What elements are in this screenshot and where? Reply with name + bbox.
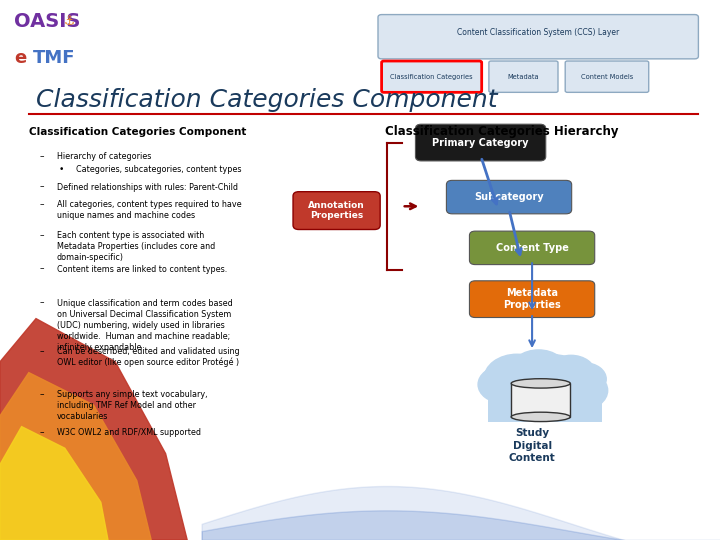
Ellipse shape [511, 379, 570, 388]
Text: –: – [40, 231, 44, 240]
Text: –: – [40, 200, 44, 209]
FancyBboxPatch shape [511, 383, 570, 417]
FancyBboxPatch shape [415, 124, 546, 161]
Text: Unique classification and term codes based
on Universal Decimal Classification S: Unique classification and term codes bas… [57, 299, 233, 352]
Text: Supports any simple text vocabulary,
including TMF Ref Model and other
vocabular: Supports any simple text vocabulary, inc… [57, 390, 207, 421]
Text: Classification Categories Component: Classification Categories Component [36, 89, 498, 112]
Text: Each content type is associated with
Metadata Properties (includes core and
doma: Each content type is associated with Met… [57, 231, 215, 262]
Text: Classification Categories Component: Classification Categories Component [29, 127, 246, 137]
Circle shape [510, 350, 567, 393]
FancyBboxPatch shape [489, 61, 558, 92]
Text: –: – [40, 152, 44, 161]
Text: All categories, content types required to have
unique names and machine codes: All categories, content types required t… [57, 200, 241, 220]
FancyBboxPatch shape [293, 192, 380, 230]
Text: Metadata
Properties: Metadata Properties [503, 288, 561, 310]
Text: –: – [40, 428, 44, 437]
FancyBboxPatch shape [382, 61, 482, 92]
Text: Content Classification System (CCS) Layer: Content Classification System (CCS) Laye… [457, 28, 619, 37]
Circle shape [524, 368, 592, 418]
Text: –: – [40, 183, 44, 192]
FancyBboxPatch shape [565, 61, 649, 92]
Text: Study
Digital
Content: Study Digital Content [509, 428, 555, 463]
Text: –: – [40, 347, 44, 356]
Text: ⚓: ⚓ [63, 15, 75, 28]
Text: Defined relationships with rules: Parent-Child: Defined relationships with rules: Parent… [57, 183, 238, 192]
Circle shape [528, 355, 581, 395]
FancyBboxPatch shape [488, 383, 602, 422]
Circle shape [563, 363, 606, 395]
Polygon shape [0, 427, 108, 540]
Text: –: – [40, 390, 44, 399]
FancyBboxPatch shape [378, 15, 698, 59]
Text: W3C OWL2 and RDF/XML supported: W3C OWL2 and RDF/XML supported [57, 428, 201, 437]
Text: –: – [40, 265, 44, 274]
Text: Content Models: Content Models [581, 73, 633, 80]
FancyBboxPatch shape [446, 180, 572, 214]
Text: Subcategory: Subcategory [474, 192, 544, 202]
Polygon shape [0, 373, 151, 540]
Text: Content items are linked to content types.: Content items are linked to content type… [57, 265, 227, 274]
Text: Annotation
Properties: Annotation Properties [308, 201, 365, 220]
Text: TMF: TMF [33, 49, 76, 68]
FancyBboxPatch shape [469, 231, 595, 265]
Text: Content Type: Content Type [495, 243, 569, 253]
Polygon shape [0, 319, 187, 540]
Circle shape [556, 371, 608, 410]
Text: –: – [40, 299, 44, 308]
Circle shape [484, 354, 550, 404]
Text: Hierarchy of categories: Hierarchy of categories [57, 152, 151, 161]
Text: Can be described, edited and validated using
OWL editor (like open source editor: Can be described, edited and validated u… [57, 347, 240, 367]
Text: •: • [59, 165, 64, 174]
Circle shape [478, 366, 527, 403]
Text: Primary Category: Primary Category [432, 138, 529, 147]
Text: e: e [14, 49, 27, 68]
Circle shape [546, 355, 595, 392]
Text: Metadata: Metadata [508, 73, 539, 80]
FancyBboxPatch shape [469, 281, 595, 318]
Text: Classification Categories: Classification Categories [390, 73, 473, 80]
Circle shape [493, 361, 570, 419]
Text: OASIS: OASIS [14, 12, 81, 31]
Text: Categories, subcategories, content types: Categories, subcategories, content types [76, 165, 242, 174]
Text: Classification Categories Hierarchy: Classification Categories Hierarchy [385, 125, 618, 138]
Ellipse shape [511, 412, 570, 422]
